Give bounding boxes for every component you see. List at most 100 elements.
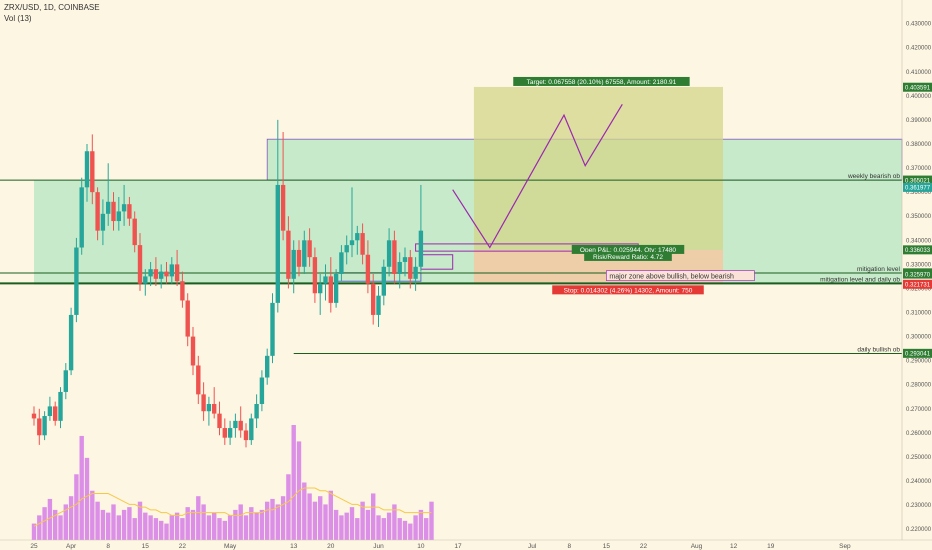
candle-body	[190, 336, 196, 366]
price-axis-tick: 0.400000	[906, 94, 932, 100]
candle-body	[58, 391, 63, 421]
candle-body	[79, 187, 84, 248]
volume-bar	[429, 501, 434, 540]
candle-body	[148, 269, 153, 277]
volume-bar	[106, 512, 111, 540]
time-axis-tick: 15	[603, 543, 611, 550]
volume-bar	[265, 501, 270, 540]
candle-body	[63, 370, 68, 392]
time-axis-tick: 20	[327, 543, 335, 550]
volume-bar	[164, 523, 169, 540]
volume-bar	[238, 504, 243, 540]
candle-body	[323, 276, 328, 284]
time-axis-tick: 22	[640, 543, 648, 550]
price-axis-tick: 0.360000	[906, 190, 932, 196]
volume-bar	[79, 435, 84, 540]
price-tag-bg-0	[903, 82, 932, 92]
candle-body	[47, 406, 53, 417]
time-axis-tick: Jun	[373, 543, 384, 550]
volume-bar	[63, 504, 68, 540]
candle-body	[418, 230, 424, 267]
volume-bar	[37, 515, 42, 540]
position-target-zone[interactable]	[473, 86, 723, 250]
volume-bar	[84, 457, 90, 540]
volume-bar	[58, 515, 63, 540]
candle-body	[339, 252, 344, 274]
volume-bar	[413, 515, 418, 540]
price-tag-bg-7	[903, 348, 932, 358]
volume-bar	[111, 504, 116, 540]
price-tag-3: 0.336033	[905, 248, 931, 254]
volume-bar	[418, 509, 424, 540]
volume-bar	[328, 490, 333, 540]
stop-label-bg	[552, 285, 704, 295]
candle-body	[259, 377, 265, 404]
zone-2	[34, 180, 902, 273]
candle-body	[37, 418, 42, 436]
candle-body	[174, 264, 180, 282]
price-tag-0: 0.403591	[905, 85, 931, 91]
candle-body	[222, 428, 227, 438]
candle-body	[95, 192, 100, 231]
volume-bar	[116, 515, 121, 540]
candle-body	[212, 403, 217, 414]
pnl-label-bg	[571, 244, 685, 254]
volume-bar	[90, 490, 95, 540]
price-axis-tick: 0.310000	[906, 311, 932, 317]
volume-bar	[180, 518, 185, 540]
time-axis-tick: Sep	[839, 543, 851, 550]
price-tag-bg-6	[903, 269, 932, 279]
candle-body	[127, 204, 132, 219]
volume-bar	[121, 509, 127, 540]
candle-body	[270, 302, 275, 356]
candle-body	[365, 254, 371, 284]
time-axis-tick: 25	[30, 543, 38, 550]
price-tag-bg-3	[903, 245, 932, 255]
volume-bar	[68, 496, 74, 540]
candle-body	[333, 274, 339, 303]
candle-body	[227, 428, 233, 438]
volume-bar	[275, 504, 280, 540]
price-axis-tick: 0.340000	[906, 238, 932, 244]
volume-bar	[360, 501, 365, 540]
candle-body	[254, 403, 259, 419]
volume-bar	[243, 515, 249, 540]
volume-bar	[355, 518, 360, 540]
candle-body	[206, 403, 212, 412]
volume-bar	[159, 520, 164, 540]
annotation-box[interactable]	[606, 270, 755, 282]
volume-bar	[280, 496, 286, 540]
candle-body	[31, 413, 37, 419]
price-tag-7: 0.293041	[905, 352, 931, 358]
volume-bar	[137, 501, 143, 540]
volume-bar	[74, 474, 79, 540]
price-tag-bg-5	[903, 279, 932, 289]
candle-body	[53, 406, 58, 421]
volume-bar	[270, 498, 275, 540]
price-axis-tick: 0.220000	[906, 527, 932, 533]
candle-body	[90, 151, 95, 193]
candle-body	[217, 413, 222, 429]
price-axis-tick: 0.320000	[906, 286, 932, 292]
candle-body	[180, 281, 185, 301]
target-label-bg	[513, 76, 690, 86]
candle-body	[302, 240, 307, 267]
time-axis-tick: 8	[567, 543, 571, 550]
price-axis-tick: 0.250000	[906, 455, 932, 461]
projection-path[interactable]	[452, 103, 623, 249]
candle-body	[286, 230, 291, 279]
candle-body	[164, 271, 169, 277]
annotation-text: major zone above bullish, below bearish	[609, 274, 734, 281]
time-axis-tick: 8	[106, 543, 110, 550]
candle-body	[397, 261, 402, 274]
volume-bar	[302, 482, 307, 540]
candle-body	[360, 233, 365, 255]
hline-label-3: daily bullish ob	[857, 346, 900, 353]
candle-body	[233, 420, 238, 429]
price-axis-tick: 0.330000	[906, 262, 932, 268]
candle-body	[249, 418, 254, 441]
volume-bar	[286, 474, 291, 540]
rr-label-bg	[584, 251, 672, 261]
candle-body	[392, 240, 397, 274]
